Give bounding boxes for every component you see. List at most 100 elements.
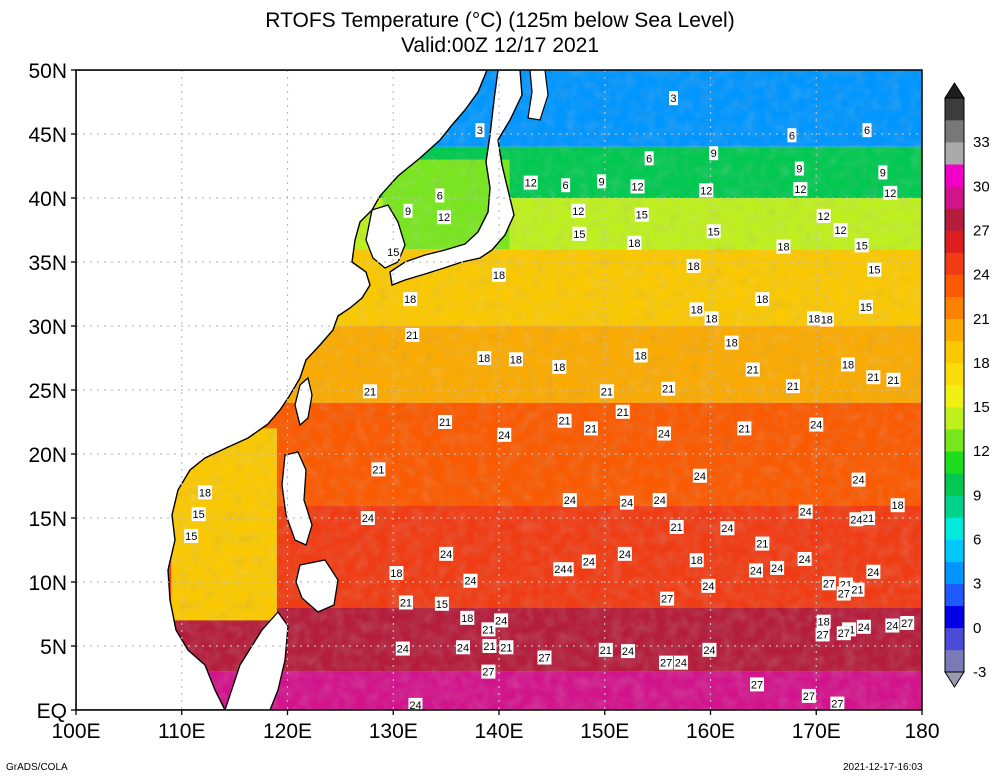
contour-label-box	[886, 372, 901, 387]
contour-label-text: 21	[787, 381, 799, 393]
colorbar-tick-label: 3	[973, 576, 981, 593]
contour-label-text: 6	[437, 190, 443, 202]
contour-label: 24	[849, 512, 864, 527]
colorbar-tick-label: 15	[973, 399, 990, 416]
contour-label: 18	[508, 352, 523, 367]
contour-label: 27	[900, 615, 915, 630]
contour-label-text: 24	[850, 514, 862, 526]
contour-label-box	[463, 573, 478, 588]
colorbar-swatch	[945, 98, 964, 121]
contour-label-text: 18	[777, 242, 789, 254]
colorbar-swatch	[945, 362, 964, 386]
contour-label-text: 27	[538, 653, 550, 665]
contour-label-text: 15	[387, 247, 399, 259]
x-tick-label: 140E	[474, 720, 523, 743]
contour-label-text: 15	[636, 210, 648, 222]
contour-label: 21	[482, 639, 497, 653]
contour-label-box	[850, 582, 865, 597]
contour-label: 21	[557, 413, 572, 428]
contour-label-text: 21	[867, 372, 879, 384]
contour-label: 24	[692, 468, 707, 483]
contour-label: 18	[389, 566, 404, 581]
contour-label: 27	[836, 626, 851, 641]
contour-label: 27	[821, 576, 836, 591]
contour-label-box	[878, 165, 888, 180]
contour-label-text: 21	[372, 464, 384, 476]
colorbar-swatch	[945, 517, 964, 540]
contour-label: 21	[599, 384, 614, 399]
contour-label: 24	[408, 697, 423, 710]
contour-label: 9	[878, 165, 888, 180]
contour-label-text: 18	[510, 354, 522, 366]
contour-label-text: 15	[185, 531, 197, 543]
contour-label-text: 24	[658, 429, 670, 441]
contour-label: 18	[819, 312, 834, 327]
contour-label-text: 18	[842, 359, 854, 371]
colorbar-tick-label: 30	[973, 178, 990, 195]
colorbar-tick-label: 27	[973, 222, 990, 239]
contour-label: 21	[886, 372, 901, 387]
contour-label-box	[627, 235, 642, 250]
asia-mainland	[76, 70, 488, 710]
contour-label-box	[706, 224, 721, 239]
contour-label-text: 15	[193, 509, 205, 521]
contour-label-text: 24	[886, 621, 898, 633]
contour-label: 18	[890, 498, 905, 513]
y-tick-label: 10N	[28, 572, 67, 595]
contour-label-box	[807, 311, 822, 326]
contour-label-box	[702, 642, 717, 657]
contour-label-box	[770, 560, 785, 575]
contour-label-box	[615, 404, 630, 419]
colorbar-tick-label: 33	[973, 134, 990, 151]
colorbar-swatch	[945, 296, 964, 320]
contour-label: 24	[798, 504, 813, 519]
contour-label-box	[481, 622, 496, 637]
contour-label-text: 18	[892, 500, 904, 512]
contour-label-text: 21	[364, 386, 376, 398]
contour-label: 9	[709, 146, 719, 161]
contour-label-box	[403, 203, 413, 218]
contour-label-text: 24	[750, 565, 762, 577]
contour-label-box	[598, 642, 613, 657]
contour-label: 12	[793, 182, 808, 197]
contour-label-box	[644, 151, 654, 166]
colorbar-tick-label: 6	[973, 532, 981, 549]
contour-label-text: 15	[708, 226, 720, 238]
contour-label-box	[816, 208, 831, 223]
contour-label-text: 18	[756, 294, 768, 306]
y-tick-label: 5N	[40, 636, 67, 659]
colorbar-swatch	[945, 605, 964, 629]
contour-label-text: 12	[631, 181, 643, 193]
contour-label: 27	[537, 650, 552, 665]
contour-label-box	[523, 175, 538, 190]
contour-label: 3	[668, 91, 678, 106]
colorbar-swatch	[945, 495, 964, 518]
contour-label-box	[699, 183, 714, 198]
contour-label: 12	[699, 183, 714, 198]
contour-label-box	[438, 415, 453, 429]
contour-label-box	[581, 554, 596, 569]
x-tick-label: 100E	[51, 720, 100, 743]
contour-label-box	[724, 335, 739, 350]
contour-label-text: 21	[500, 642, 512, 654]
contour-label-box	[597, 174, 607, 189]
contour-label: 12	[437, 210, 452, 225]
contour-label-text: 24	[810, 420, 822, 432]
contour-label-box	[439, 546, 454, 561]
footer-credit: GrADS/COLA	[6, 762, 68, 773]
contour-label-box	[553, 562, 568, 577]
contour-label-text: 12	[438, 212, 450, 224]
contour-label-text: 21	[400, 597, 412, 609]
contour-label-text: 24	[554, 564, 566, 576]
contour-label-text: 24	[621, 498, 633, 510]
y-tick-label: 50N	[28, 60, 67, 83]
contour-label-box	[797, 551, 812, 566]
contour-label-box	[652, 493, 667, 508]
contour-label-text: 24	[771, 563, 783, 575]
contour-label: 18	[686, 258, 701, 273]
contour-label-box	[776, 239, 791, 254]
contour-label-box	[833, 223, 848, 237]
contour-label-box	[885, 618, 900, 633]
contour-label: 21	[745, 362, 760, 377]
contour-label: 21	[371, 462, 386, 477]
